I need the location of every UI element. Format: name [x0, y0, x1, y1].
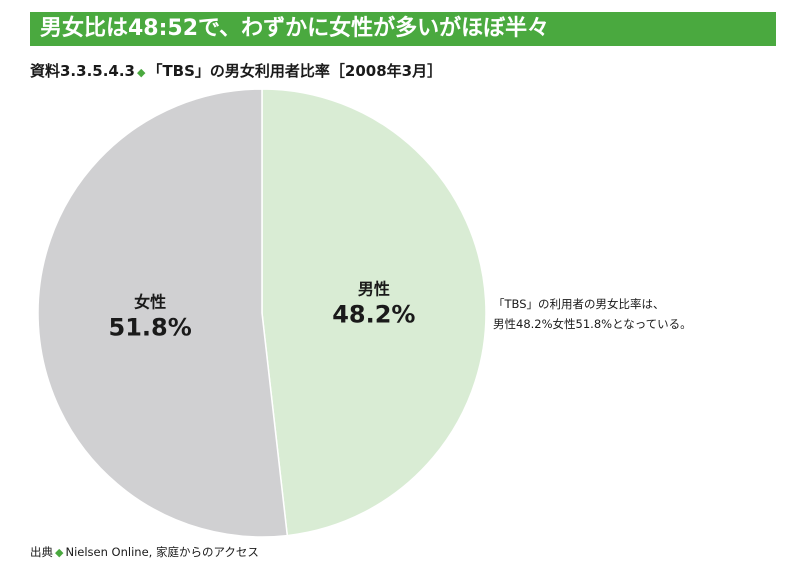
male-label: 男性 48.2% — [332, 280, 415, 329]
chart-subtitle: 資料3.3.5.4.3 ◆ 「TBS」の男女利用者比率［2008年3月］ — [30, 60, 442, 81]
source-text: Nielsen Online, 家庭からのアクセス — [65, 545, 259, 559]
chart-note: 「TBS」の利用者の男女比率は、 男性48.2%女性51.8%となっている。 — [493, 294, 692, 334]
female-label-category: 女性 — [134, 292, 166, 311]
note-line-2: 男性48.2%女性51.8%となっている。 — [493, 317, 692, 331]
male-label-value: 48.2% — [332, 301, 415, 329]
pie-slice-male — [261, 88, 487, 537]
diamond-icon: ◆ — [136, 66, 146, 79]
note-line-1: 「TBS」の利用者の男女比率は、 — [493, 297, 665, 311]
source-prefix: 出典 — [30, 545, 53, 559]
chart-banner-title: 男女比は48:52で、わずかに女性が多いがほぼ半々 — [30, 12, 776, 46]
diamond-icon: ◆ — [55, 546, 64, 559]
female-label-value: 51.8% — [109, 313, 192, 341]
male-label-category: 男性 — [358, 280, 390, 299]
figure-caption: 「TBS」の男女利用者比率［2008年3月］ — [147, 62, 443, 80]
figure-number: 資料3.3.5.4.3 — [30, 62, 135, 80]
pie-slice-female — [37, 88, 289, 538]
female-label: 女性 51.8% — [109, 292, 192, 341]
source-credit: 出典 ◆ Nielsen Online, 家庭からのアクセス — [30, 544, 259, 560]
